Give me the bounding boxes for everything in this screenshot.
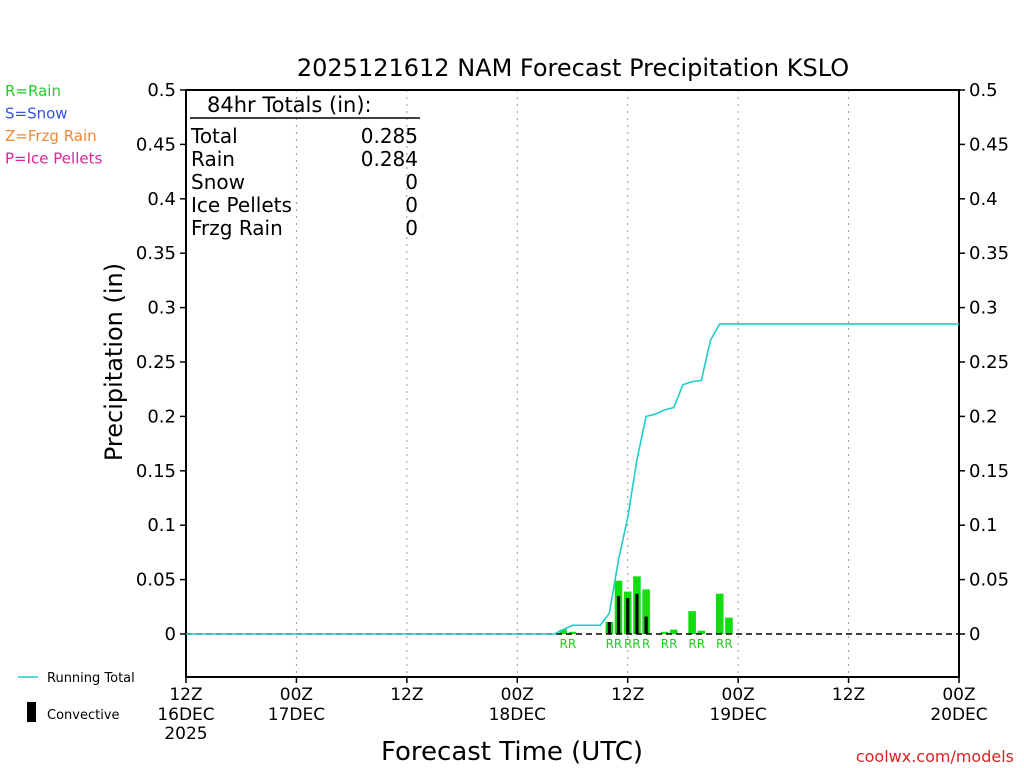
source-credit: coolwx.com/models (856, 747, 1014, 766)
convective-bar (635, 593, 639, 634)
totals-value: 0 (405, 170, 418, 194)
y-tick-label-right: 0.4 (969, 189, 998, 210)
y-axis-left: 0 0.05 0.1 0.15 0.2 0.25 0.3 0.35 0.4 0.45 0.5 (136, 80, 186, 645)
precip-type-labels: RR RR RR R RR RR RR (560, 637, 733, 651)
precip-bars (559, 576, 733, 634)
y-axis-right: 0 0.05 0.1 0.15 0.2 0.25 0.3 0.35 0.4 0.45 0.5 (959, 80, 1009, 645)
y-tick-label-right: 0.1 (969, 515, 998, 536)
y-tick-label: 0.45 (136, 134, 176, 155)
y-tick-label: 0.35 (136, 243, 176, 264)
y-tick-label: 0.3 (147, 298, 176, 319)
precip-bar (669, 629, 678, 634)
totals-label: Rain (191, 147, 235, 171)
totals-label: Frzg Rain (191, 216, 283, 240)
series-legend: Running Total Convective (18, 671, 135, 723)
running-total-line (186, 323, 959, 635)
x-tick-label-time: 00Z (942, 685, 975, 705)
precip-type-legend-item: Z=Frzg Rain (5, 127, 97, 145)
x-axis-label: Forecast Time (UTC) (381, 737, 643, 767)
x-tick-label-date: 20DEC (930, 705, 987, 725)
convective-bar (607, 622, 611, 634)
precip-type-legend-item: S=Snow (5, 105, 68, 123)
precip-type-label: RR (716, 637, 733, 651)
totals-box: 84hr Totals (in): Total 0.285 Rain 0.284 Sno… (190, 93, 420, 240)
x-tick-label-date: 16DEC (157, 705, 214, 725)
x-tick-label-date: 18DEC (489, 705, 546, 725)
y-tick-label-right: 0.25 (969, 352, 1009, 373)
totals-value: 0.284 (361, 147, 418, 171)
convective-swatch (27, 702, 36, 722)
convective-bar (626, 598, 630, 634)
precip-bar (697, 630, 706, 634)
precip-bar (688, 611, 696, 634)
y-tick-label: 0.05 (136, 570, 176, 591)
x-tick-label-time: 12Z (611, 685, 644, 705)
precip-type-legend: R=Rain S=Snow Z=Frzg Rain P=Ice Pellets (5, 82, 102, 168)
convective-bar (616, 595, 621, 634)
chart-title: 2025121612 NAM Forecast Precipitation KS… (297, 54, 849, 82)
y-tick-label-right: 0.5 (969, 80, 998, 101)
precip-type-label: R (642, 637, 650, 651)
y-tick-label-right: 0.35 (969, 243, 1009, 264)
y-tick-label: 0.15 (136, 461, 176, 482)
x-tick-label-date: 17DEC (268, 705, 325, 725)
precip-bar (660, 631, 669, 634)
precip-bar (642, 589, 650, 634)
totals-value: 0.285 (361, 124, 418, 148)
convective-legend-label: Convective (47, 708, 120, 723)
y-tick-label-right: 0.05 (969, 570, 1009, 591)
totals-header: 84hr Totals (in): (207, 93, 372, 117)
x-tick-label-time: 00Z (501, 685, 534, 705)
precip-type-label: RR (560, 637, 577, 651)
x-tick-label-time: 00Z (280, 685, 313, 705)
totals-label: Total (190, 124, 238, 148)
x-tick-label-time: 00Z (722, 685, 755, 705)
precip-type-label: RR (606, 637, 623, 651)
grid-lines (295, 90, 850, 677)
x-tick-label-time: 12Z (390, 685, 423, 705)
y-axis-label: Precipitation (in) (100, 263, 128, 461)
y-tick-label: 0.2 (147, 406, 176, 427)
precip-type-label: RR (661, 637, 678, 651)
precip-type-label: RR (624, 637, 641, 651)
x-tick-label-time: 12Z (169, 685, 202, 705)
precip-type-label: RR (688, 637, 705, 651)
convective-bar (644, 616, 648, 634)
precip-bar (725, 617, 733, 634)
y-tick-label: 0.1 (147, 515, 176, 536)
y-tick-label: 0.25 (136, 352, 176, 373)
x-tick-label-time: 12Z (832, 685, 865, 705)
x-tick-label-year: 2025 (164, 724, 207, 744)
y-tick-label-right: 0.45 (969, 134, 1009, 155)
running-total-legend-label: Running Total (47, 671, 135, 686)
totals-value: 0 (405, 193, 418, 217)
y-tick-label-right: 0 (969, 624, 980, 645)
precip-type-legend-item: R=Rain (5, 82, 61, 100)
precip-bar (559, 629, 568, 634)
x-tick-label-date: 19DEC (709, 705, 766, 725)
totals-value: 0 (405, 216, 418, 240)
precip-type-legend-item: P=Ice Pellets (5, 150, 102, 168)
plot-frame (185, 89, 960, 678)
precip-bar (568, 631, 577, 634)
y-tick-label-right: 0.3 (969, 298, 998, 319)
totals-label: Ice Pellets (191, 193, 292, 217)
y-tick-label: 0.4 (147, 189, 176, 210)
precip-bar (715, 593, 724, 634)
y-tick-label: 0.5 (147, 80, 176, 101)
y-tick-label-right: 0.15 (969, 461, 1009, 482)
y-tick-label: 0 (165, 624, 176, 645)
totals-label: Snow (191, 170, 245, 194)
y-tick-label-right: 0.2 (969, 406, 998, 427)
